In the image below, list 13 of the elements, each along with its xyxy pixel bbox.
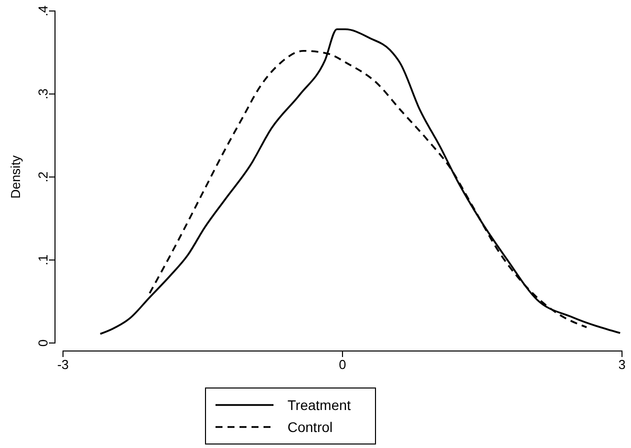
line-series <box>148 50 588 328</box>
legend-label: Treatment <box>288 397 351 413</box>
y-axis-title: Density <box>8 154 23 199</box>
y-tick-label: .4 <box>36 6 51 16</box>
y-tick-label: 0 <box>36 339 51 347</box>
x-tick-label: -3 <box>57 357 69 372</box>
y-tick-label: .1 <box>36 254 51 266</box>
x-tick-label: 0 <box>338 357 346 372</box>
x-tick-label: 3 <box>618 357 626 372</box>
y-tick-label: .3 <box>36 88 51 100</box>
legend-label: Control <box>288 419 333 435</box>
y-tick-label: .2 <box>36 172 51 182</box>
line-series <box>99 28 622 335</box>
